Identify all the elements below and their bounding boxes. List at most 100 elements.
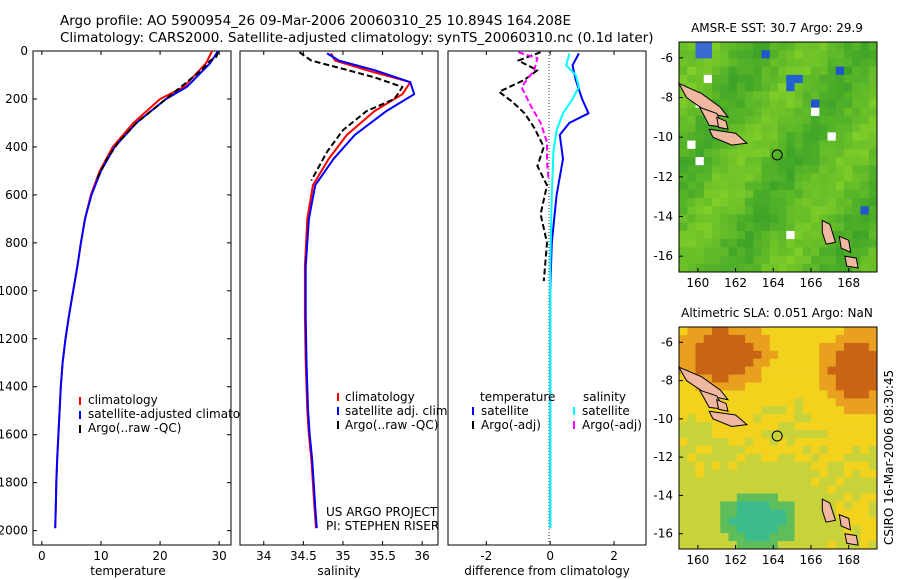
map-cell bbox=[786, 501, 795, 510]
map-cell bbox=[769, 222, 779, 232]
map-cell bbox=[679, 422, 688, 431]
map-cell bbox=[778, 477, 787, 486]
map-cell bbox=[745, 366, 754, 375]
map-cell bbox=[860, 83, 870, 92]
map-cell bbox=[745, 50, 754, 59]
map-cell bbox=[794, 469, 804, 478]
map-cell bbox=[736, 350, 746, 360]
map-cell bbox=[745, 501, 754, 510]
map-cell bbox=[786, 438, 795, 447]
map-cell bbox=[778, 358, 787, 367]
map-cell bbox=[827, 58, 837, 67]
figure-title-line2: Climatology: CARS2000. Satellite-adjuste… bbox=[60, 30, 653, 46]
map-cell bbox=[712, 181, 721, 191]
map-cell bbox=[753, 477, 762, 486]
map-cell bbox=[687, 541, 696, 550]
map-cell bbox=[769, 541, 779, 550]
map-cell bbox=[868, 382, 878, 391]
map-cell bbox=[778, 263, 787, 273]
map-cell bbox=[786, 132, 795, 141]
map-cell bbox=[712, 445, 721, 455]
map-cell bbox=[860, 91, 870, 100]
map-cell bbox=[736, 214, 746, 224]
map-cell bbox=[745, 230, 754, 240]
map-cell bbox=[860, 390, 870, 399]
map-cell bbox=[827, 382, 837, 391]
legend-salinity-title: salinity bbox=[583, 390, 626, 404]
map-cell bbox=[720, 445, 729, 455]
map-cell bbox=[835, 461, 845, 471]
map-cell bbox=[728, 239, 738, 248]
map-cell bbox=[844, 406, 853, 415]
map-cell bbox=[753, 263, 762, 273]
sst-map-panel: AMSR-E SST: 30.7 Argo: 29.9 160 162 164 166… bbox=[653, 21, 878, 290]
map-cell bbox=[695, 198, 705, 207]
map-cell bbox=[769, 50, 779, 59]
map-cell bbox=[778, 99, 787, 109]
map-cell bbox=[811, 214, 820, 224]
map-cell bbox=[844, 438, 853, 447]
map-cell bbox=[794, 342, 804, 352]
map-cell bbox=[753, 327, 762, 336]
map-cell bbox=[720, 390, 729, 399]
map-cell bbox=[835, 214, 845, 224]
map-cell bbox=[811, 366, 820, 375]
map-cell bbox=[778, 374, 787, 383]
map-cell bbox=[778, 181, 787, 191]
map-cell bbox=[679, 501, 688, 510]
map-cell bbox=[753, 230, 762, 240]
map-cell bbox=[844, 165, 853, 174]
map-cell bbox=[827, 374, 837, 383]
map-cell bbox=[728, 83, 738, 92]
map-cell bbox=[753, 334, 762, 344]
map-cell bbox=[687, 42, 696, 51]
map-cell bbox=[761, 398, 771, 407]
map-cell bbox=[720, 107, 729, 117]
map-cell bbox=[745, 157, 754, 166]
map-cell bbox=[827, 525, 837, 534]
map-cell bbox=[712, 374, 721, 383]
map-cell bbox=[679, 58, 688, 67]
map-cell bbox=[835, 501, 845, 510]
map-cell bbox=[794, 115, 804, 125]
map-cell bbox=[769, 165, 779, 174]
map-cell bbox=[695, 350, 705, 360]
map-cell bbox=[844, 99, 853, 109]
map-cell bbox=[728, 461, 738, 471]
map-cell bbox=[712, 198, 721, 207]
map-cell bbox=[687, 358, 696, 367]
map-cell bbox=[736, 140, 746, 150]
map-cell bbox=[712, 485, 721, 494]
map-cell bbox=[753, 438, 762, 447]
depth-tick-label: 1600 bbox=[0, 428, 28, 442]
map-cell bbox=[819, 157, 828, 166]
map-cell bbox=[794, 533, 804, 542]
map-cell bbox=[844, 430, 853, 439]
map-cell bbox=[827, 247, 837, 256]
series-line-salinity-argo-adj- bbox=[518, 51, 550, 181]
map-cell bbox=[736, 230, 746, 240]
map-cell bbox=[794, 374, 804, 383]
map-cell bbox=[811, 453, 820, 463]
map-cell bbox=[786, 206, 795, 215]
map-cell bbox=[745, 181, 754, 191]
difference-axes-box bbox=[447, 50, 647, 546]
map-cell bbox=[695, 189, 705, 199]
map-cell bbox=[728, 181, 738, 191]
map-cell bbox=[687, 469, 696, 478]
map-cell bbox=[712, 165, 721, 174]
map-cell bbox=[852, 469, 861, 478]
map-cell bbox=[687, 438, 696, 447]
map-cell bbox=[852, 461, 861, 471]
map-cell bbox=[753, 198, 762, 207]
map-cell bbox=[802, 58, 812, 67]
map-cell bbox=[835, 533, 845, 542]
map-cell bbox=[769, 83, 779, 92]
map-cell bbox=[720, 173, 729, 182]
map-cell bbox=[819, 453, 828, 463]
map-lat-tick-label: -10 bbox=[653, 412, 673, 426]
map-cell bbox=[794, 485, 804, 494]
map-cell bbox=[794, 477, 804, 486]
map-cell bbox=[695, 366, 705, 375]
map-cell bbox=[687, 140, 696, 150]
